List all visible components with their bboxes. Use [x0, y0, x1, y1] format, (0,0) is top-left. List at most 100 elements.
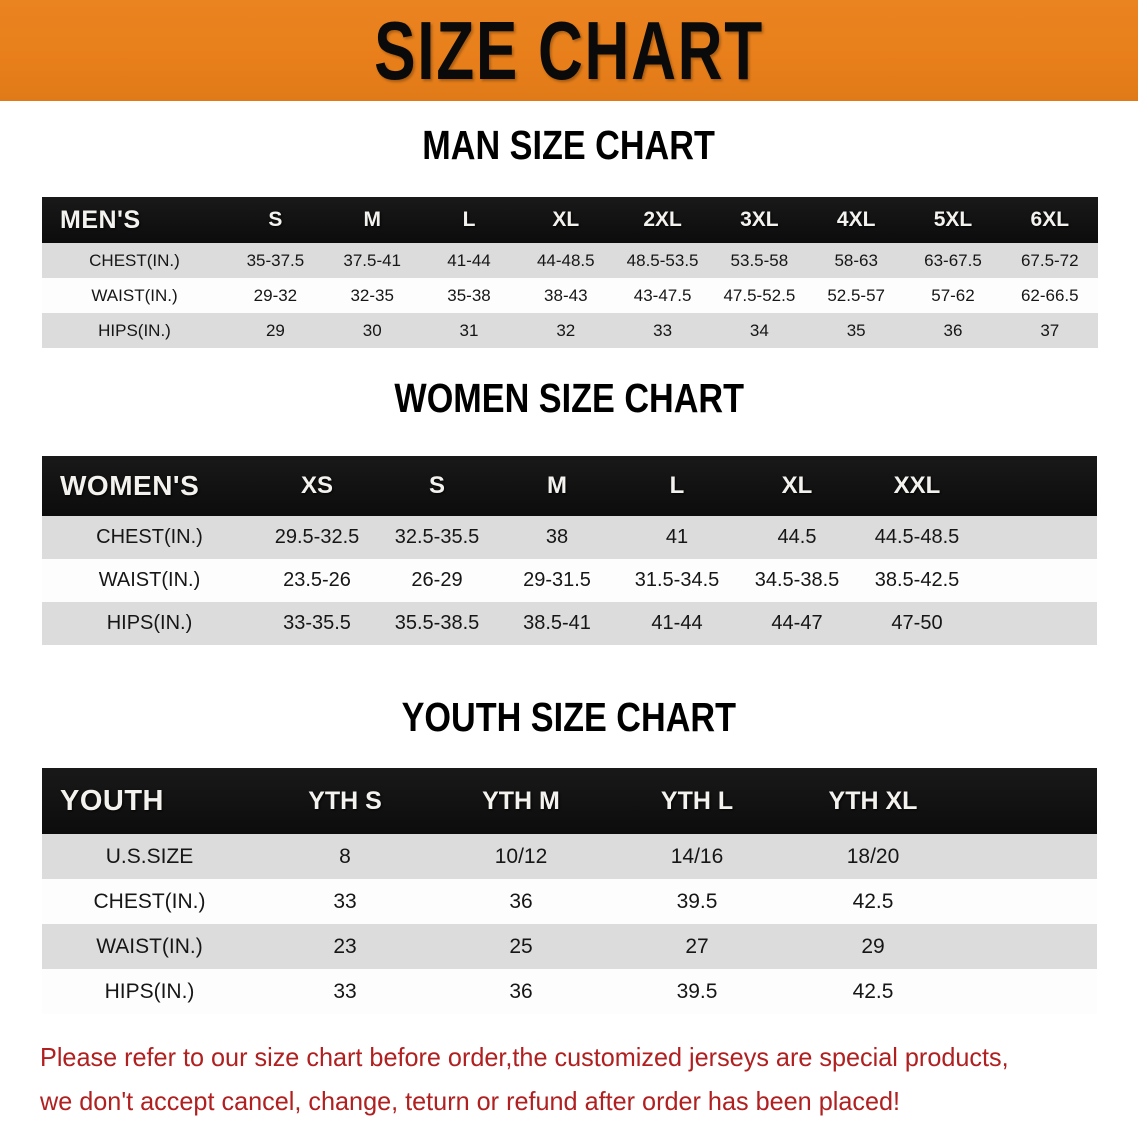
table-cell: 26-29 — [411, 569, 463, 591]
table-cell: 23.5-26 — [283, 569, 351, 591]
women-table-body: CHEST(IN.) 29.5-32.5 32.5-35.5 38 41 44.5 44.5… — [42, 516, 1097, 645]
table-cell: 36 — [509, 979, 533, 1003]
table-cell: 37 — [1040, 320, 1060, 340]
table-cell: 29 — [861, 934, 885, 958]
women-section-title-text: WOMEN SIZE CHART — [394, 376, 744, 422]
table-cell: 38.5-41 — [523, 612, 591, 634]
women-table-header-row: WOMEN'S XS S M L XL XXL — [42, 456, 1097, 516]
table-cell: 33 — [653, 320, 673, 340]
table-cell: 41 — [665, 526, 689, 548]
table-cell: 32-35 — [350, 285, 394, 305]
table-cell: 38 — [545, 526, 569, 548]
table-cell: 44-48.5 — [536, 250, 595, 270]
youth-row-label-waist-in-: WAIST(IN.) — [96, 934, 203, 958]
table-cell-spacer — [961, 969, 1097, 1014]
women-column-header-spacer — [977, 456, 1097, 516]
table-cell: 33 — [333, 889, 357, 913]
table-cell-spacer — [977, 516, 1097, 559]
table-row: CHEST(IN.) 29.5-32.5 32.5-35.5 38 41 44.5 44.5… — [42, 516, 1097, 559]
man-column-header-3xl: 3XL — [740, 208, 779, 231]
table-cell: 32.5-35.5 — [394, 526, 480, 548]
table-cell: 38-43 — [544, 285, 588, 305]
man-column-header-4xl: 4XL — [836, 208, 876, 231]
man-column-header-l: L — [462, 208, 476, 231]
table-cell-spacer — [961, 924, 1097, 969]
youth-table-header-row: YOUTH YTH S YTH M YTH L YTH XL — [42, 768, 1097, 834]
table-cell: 29.5-32.5 — [274, 526, 360, 548]
table-cell-spacer — [961, 834, 1097, 879]
table-cell: 35 — [846, 320, 866, 340]
table-cell: 39.5 — [676, 889, 718, 913]
table-cell: 62-66.5 — [1020, 285, 1079, 305]
man-table-corner-header: MEN'S — [60, 205, 141, 234]
man-table-body: CHEST(IN.) 35-37.5 37.5-41 41-44 44-48.5 48.5… — [42, 243, 1099, 348]
women-column-header-s: S — [428, 472, 445, 499]
table-cell: 29 — [265, 320, 285, 340]
women-column-header-m: M — [547, 472, 567, 499]
order-policy-note-line1: Please refer to our size chart before or… — [40, 1042, 1009, 1072]
women-column-header-xs: XS — [300, 472, 333, 499]
table-cell: 35-38 — [447, 285, 491, 305]
table-cell: 41-44 — [651, 612, 703, 634]
women-table-corner-header: WOMEN'S — [60, 470, 200, 501]
women-column-header-xl: XL — [781, 472, 813, 499]
man-row-label-waist-in-: WAIST(IN.) — [91, 285, 178, 305]
table-cell: 33 — [333, 979, 357, 1003]
table-cell-spacer — [977, 602, 1097, 645]
table-cell: 37.5-41 — [343, 250, 402, 270]
table-cell-spacer — [977, 559, 1097, 602]
table-cell-spacer — [961, 879, 1097, 924]
youth-row-label-u-s-size: U.S.SIZE — [105, 844, 194, 868]
women-column-header-l: L — [669, 472, 685, 499]
table-cell: 30 — [362, 320, 382, 340]
table-cell: 43-47.5 — [633, 285, 692, 305]
youth-row-label-chest-in-: CHEST(IN.) — [93, 889, 206, 913]
women-row-label-chest-in-: CHEST(IN.) — [96, 526, 203, 548]
man-column-header-6xl: 6XL — [1030, 208, 1070, 231]
table-cell: 34 — [749, 320, 769, 340]
table-cell: 36 — [943, 320, 963, 340]
youth-section-title-text: YOUTH SIZE CHART — [401, 695, 737, 741]
man-section-title: MAN SIZE CHART — [0, 124, 1138, 167]
table-cell: 47.5-52.5 — [723, 285, 796, 305]
table-cell: 63-67.5 — [924, 250, 982, 270]
table-row: U.S.SIZE 8 10/12 14/16 18/20 — [42, 834, 1097, 879]
table-cell: 48.5-53.5 — [626, 250, 699, 270]
table-row: HIPS(IN.) 29 30 31 32 33 34 35 36 37 — [42, 313, 1099, 348]
table-row: CHEST(IN.) 35-37.5 37.5-41 41-44 44-48.5 48.5… — [42, 243, 1099, 278]
table-cell: 42.5 — [852, 889, 894, 913]
banner-title: SIZE CHART — [374, 3, 764, 97]
man-column-header-xl: XL — [552, 208, 580, 231]
man-size-table: MEN'S S M L XL 2XL 3XL 4XL 5XL 6XL CHEST(IN.) 35-3… — [42, 197, 1099, 348]
table-cell: 67.5-72 — [1020, 250, 1079, 270]
table-cell: 23 — [333, 934, 357, 958]
women-row-label-waist-in-: WAIST(IN.) — [98, 569, 201, 591]
man-column-header-5xl: 5XL — [933, 208, 973, 231]
table-row: HIPS(IN.) 33 36 39.5 42.5 — [42, 969, 1097, 1014]
table-cell: 25 — [509, 934, 533, 958]
youth-section-title: YOUTH SIZE CHART — [0, 695, 1138, 741]
man-column-header-m: M — [363, 208, 381, 231]
youth-table-corner-header: YOUTH — [60, 784, 164, 817]
table-cell: 47-50 — [891, 612, 943, 634]
table-cell: 34.5-38.5 — [754, 569, 840, 591]
table-row: CHEST(IN.) 33 36 39.5 42.5 — [42, 879, 1097, 924]
youth-column-header-yth-s: YTH S — [308, 786, 382, 815]
table-row: WAIST(IN.) 23.5-26 26-29 29-31.5 31.5-34.5 34… — [42, 559, 1097, 602]
youth-table-body: U.S.SIZE 8 10/12 14/16 18/20 CHEST(IN.) 33 36 39… — [42, 834, 1097, 1014]
table-cell: 35-37.5 — [246, 250, 305, 270]
page-banner: SIZE CHART — [0, 0, 1138, 101]
table-cell: 31 — [459, 320, 479, 340]
man-row-label-hips-in-: HIPS(IN.) — [98, 320, 171, 340]
youth-table-head: YOUTH YTH S YTH M YTH L YTH XL — [42, 768, 1097, 834]
table-cell: 39.5 — [676, 979, 718, 1003]
table-cell: 58-63 — [834, 250, 878, 270]
table-cell: 38.5-42.5 — [874, 569, 960, 591]
table-cell: 29-32 — [253, 285, 298, 305]
table-cell: 29-31.5 — [523, 569, 591, 591]
women-row-label-hips-in-: HIPS(IN.) — [106, 612, 193, 634]
women-size-table: WOMEN'S XS S M L XL XXL CHEST(IN.) 29.5-32.5 32.… — [42, 456, 1097, 645]
table-cell: 10/12 — [494, 844, 548, 868]
table-cell: 27 — [685, 934, 709, 958]
table-cell: 44.5-48.5 — [874, 526, 960, 548]
